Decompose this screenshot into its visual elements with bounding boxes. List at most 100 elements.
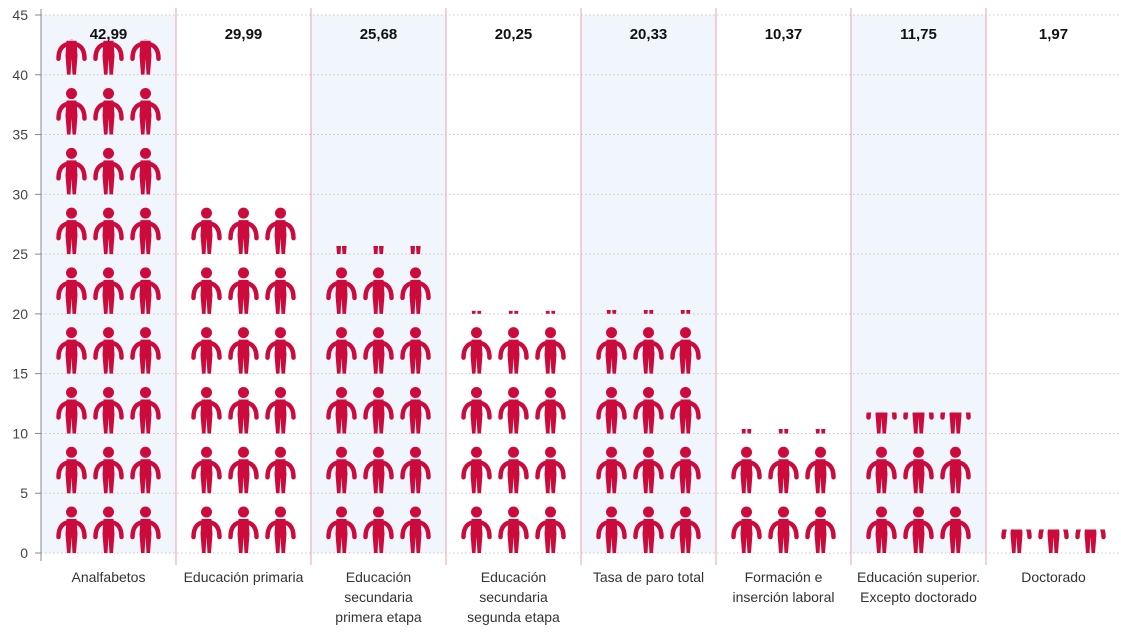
person-icon bbox=[498, 446, 529, 494]
icon-column bbox=[1001, 529, 1106, 553]
category-label: Doctorado bbox=[1021, 569, 1086, 585]
icon-column bbox=[596, 309, 701, 553]
person-icon bbox=[130, 88, 161, 135]
person-icon bbox=[498, 327, 529, 374]
person-icon bbox=[1038, 529, 1069, 553]
person-icon bbox=[93, 88, 124, 135]
person-icon bbox=[326, 386, 357, 434]
person-icon bbox=[56, 506, 87, 553]
person-icon bbox=[191, 386, 222, 434]
person-icon bbox=[326, 327, 357, 374]
person-icon bbox=[670, 327, 701, 374]
person-icon bbox=[461, 506, 492, 553]
person-icon bbox=[228, 506, 259, 553]
y-tick-label: 35 bbox=[12, 127, 28, 143]
person-icon bbox=[130, 147, 161, 195]
person-icon bbox=[265, 446, 296, 494]
person-icon bbox=[93, 386, 124, 434]
person-icon bbox=[93, 147, 124, 195]
person-icon bbox=[265, 327, 296, 374]
y-tick-label: 20 bbox=[12, 306, 28, 322]
person-icon bbox=[191, 446, 222, 494]
person-icon bbox=[326, 506, 357, 553]
person-icon bbox=[471, 310, 482, 314]
person-icon bbox=[93, 327, 124, 374]
person-icon bbox=[228, 386, 259, 434]
person-icon bbox=[498, 386, 529, 434]
person-icon bbox=[461, 446, 492, 494]
person-icon bbox=[815, 429, 826, 434]
icon-column bbox=[731, 429, 836, 553]
person-icon bbox=[633, 446, 664, 494]
person-icon bbox=[606, 309, 617, 314]
person-icon bbox=[56, 207, 87, 255]
person-icon bbox=[866, 506, 897, 553]
person-icon bbox=[191, 506, 222, 553]
person-icon bbox=[940, 506, 971, 553]
person-icon bbox=[545, 310, 556, 314]
person-icon bbox=[56, 386, 87, 434]
person-icon bbox=[633, 506, 664, 553]
person-icon bbox=[461, 327, 492, 374]
value-label: 11,75 bbox=[900, 26, 937, 43]
person-icon bbox=[903, 446, 934, 494]
y-tick-label: 25 bbox=[12, 246, 28, 262]
person-icon bbox=[130, 327, 161, 374]
person-icon bbox=[363, 446, 394, 494]
person-icon bbox=[130, 506, 161, 553]
category-label: Educación secundaria primera etapa bbox=[335, 569, 422, 625]
person-icon bbox=[1075, 529, 1106, 553]
person-icon bbox=[130, 39, 161, 75]
person-icon bbox=[596, 327, 627, 374]
person-icon bbox=[461, 386, 492, 434]
y-tick-label: 10 bbox=[12, 425, 28, 441]
person-icon bbox=[400, 386, 431, 434]
person-icon bbox=[56, 446, 87, 494]
person-icon bbox=[670, 446, 701, 494]
y-tick-label: 0 bbox=[20, 545, 28, 561]
person-icon bbox=[56, 39, 87, 75]
person-icon bbox=[633, 327, 664, 374]
person-icon bbox=[903, 506, 934, 553]
category-label: Tasa de paro total bbox=[593, 569, 704, 585]
person-icon bbox=[1001, 529, 1032, 553]
person-icon bbox=[400, 327, 431, 374]
person-icon bbox=[535, 327, 566, 374]
person-icon bbox=[940, 412, 971, 434]
person-icon bbox=[363, 506, 394, 553]
icon-column bbox=[56, 39, 161, 553]
y-axis: 0 5 10 15 20 25 30 35 40 45 bbox=[12, 7, 42, 561]
people-icons bbox=[56, 39, 1106, 553]
value-label: 25,68 bbox=[360, 26, 398, 43]
value-label: 10,37 bbox=[765, 26, 803, 43]
person-icon bbox=[741, 429, 752, 434]
person-icon bbox=[265, 267, 296, 314]
person-icon bbox=[643, 309, 654, 314]
y-tick-label: 15 bbox=[12, 366, 28, 382]
y-tick-label: 5 bbox=[20, 485, 28, 501]
person-icon bbox=[535, 506, 566, 553]
person-icon bbox=[731, 446, 762, 494]
person-icon bbox=[130, 446, 161, 494]
person-icon bbox=[326, 267, 357, 314]
person-icon bbox=[778, 429, 789, 434]
person-icon bbox=[866, 412, 897, 434]
person-icon bbox=[940, 446, 971, 494]
person-icon bbox=[805, 506, 836, 553]
value-labels: 42,99 29,99 25,68 20,25 20,33 10,37 11,75 1,97 bbox=[90, 26, 1068, 43]
person-icon bbox=[373, 245, 384, 255]
person-icon bbox=[93, 267, 124, 314]
column-separators bbox=[175, 8, 987, 565]
person-icon bbox=[265, 386, 296, 434]
person-icon bbox=[805, 446, 836, 494]
y-tick-label: 40 bbox=[12, 67, 28, 83]
y-tick-label: 45 bbox=[12, 7, 28, 23]
person-icon bbox=[410, 245, 421, 255]
person-icon bbox=[498, 506, 529, 553]
person-icon bbox=[130, 267, 161, 314]
person-icon bbox=[191, 327, 222, 374]
person-icon bbox=[731, 506, 762, 553]
value-label: 42,99 bbox=[90, 26, 128, 43]
person-icon bbox=[93, 506, 124, 553]
